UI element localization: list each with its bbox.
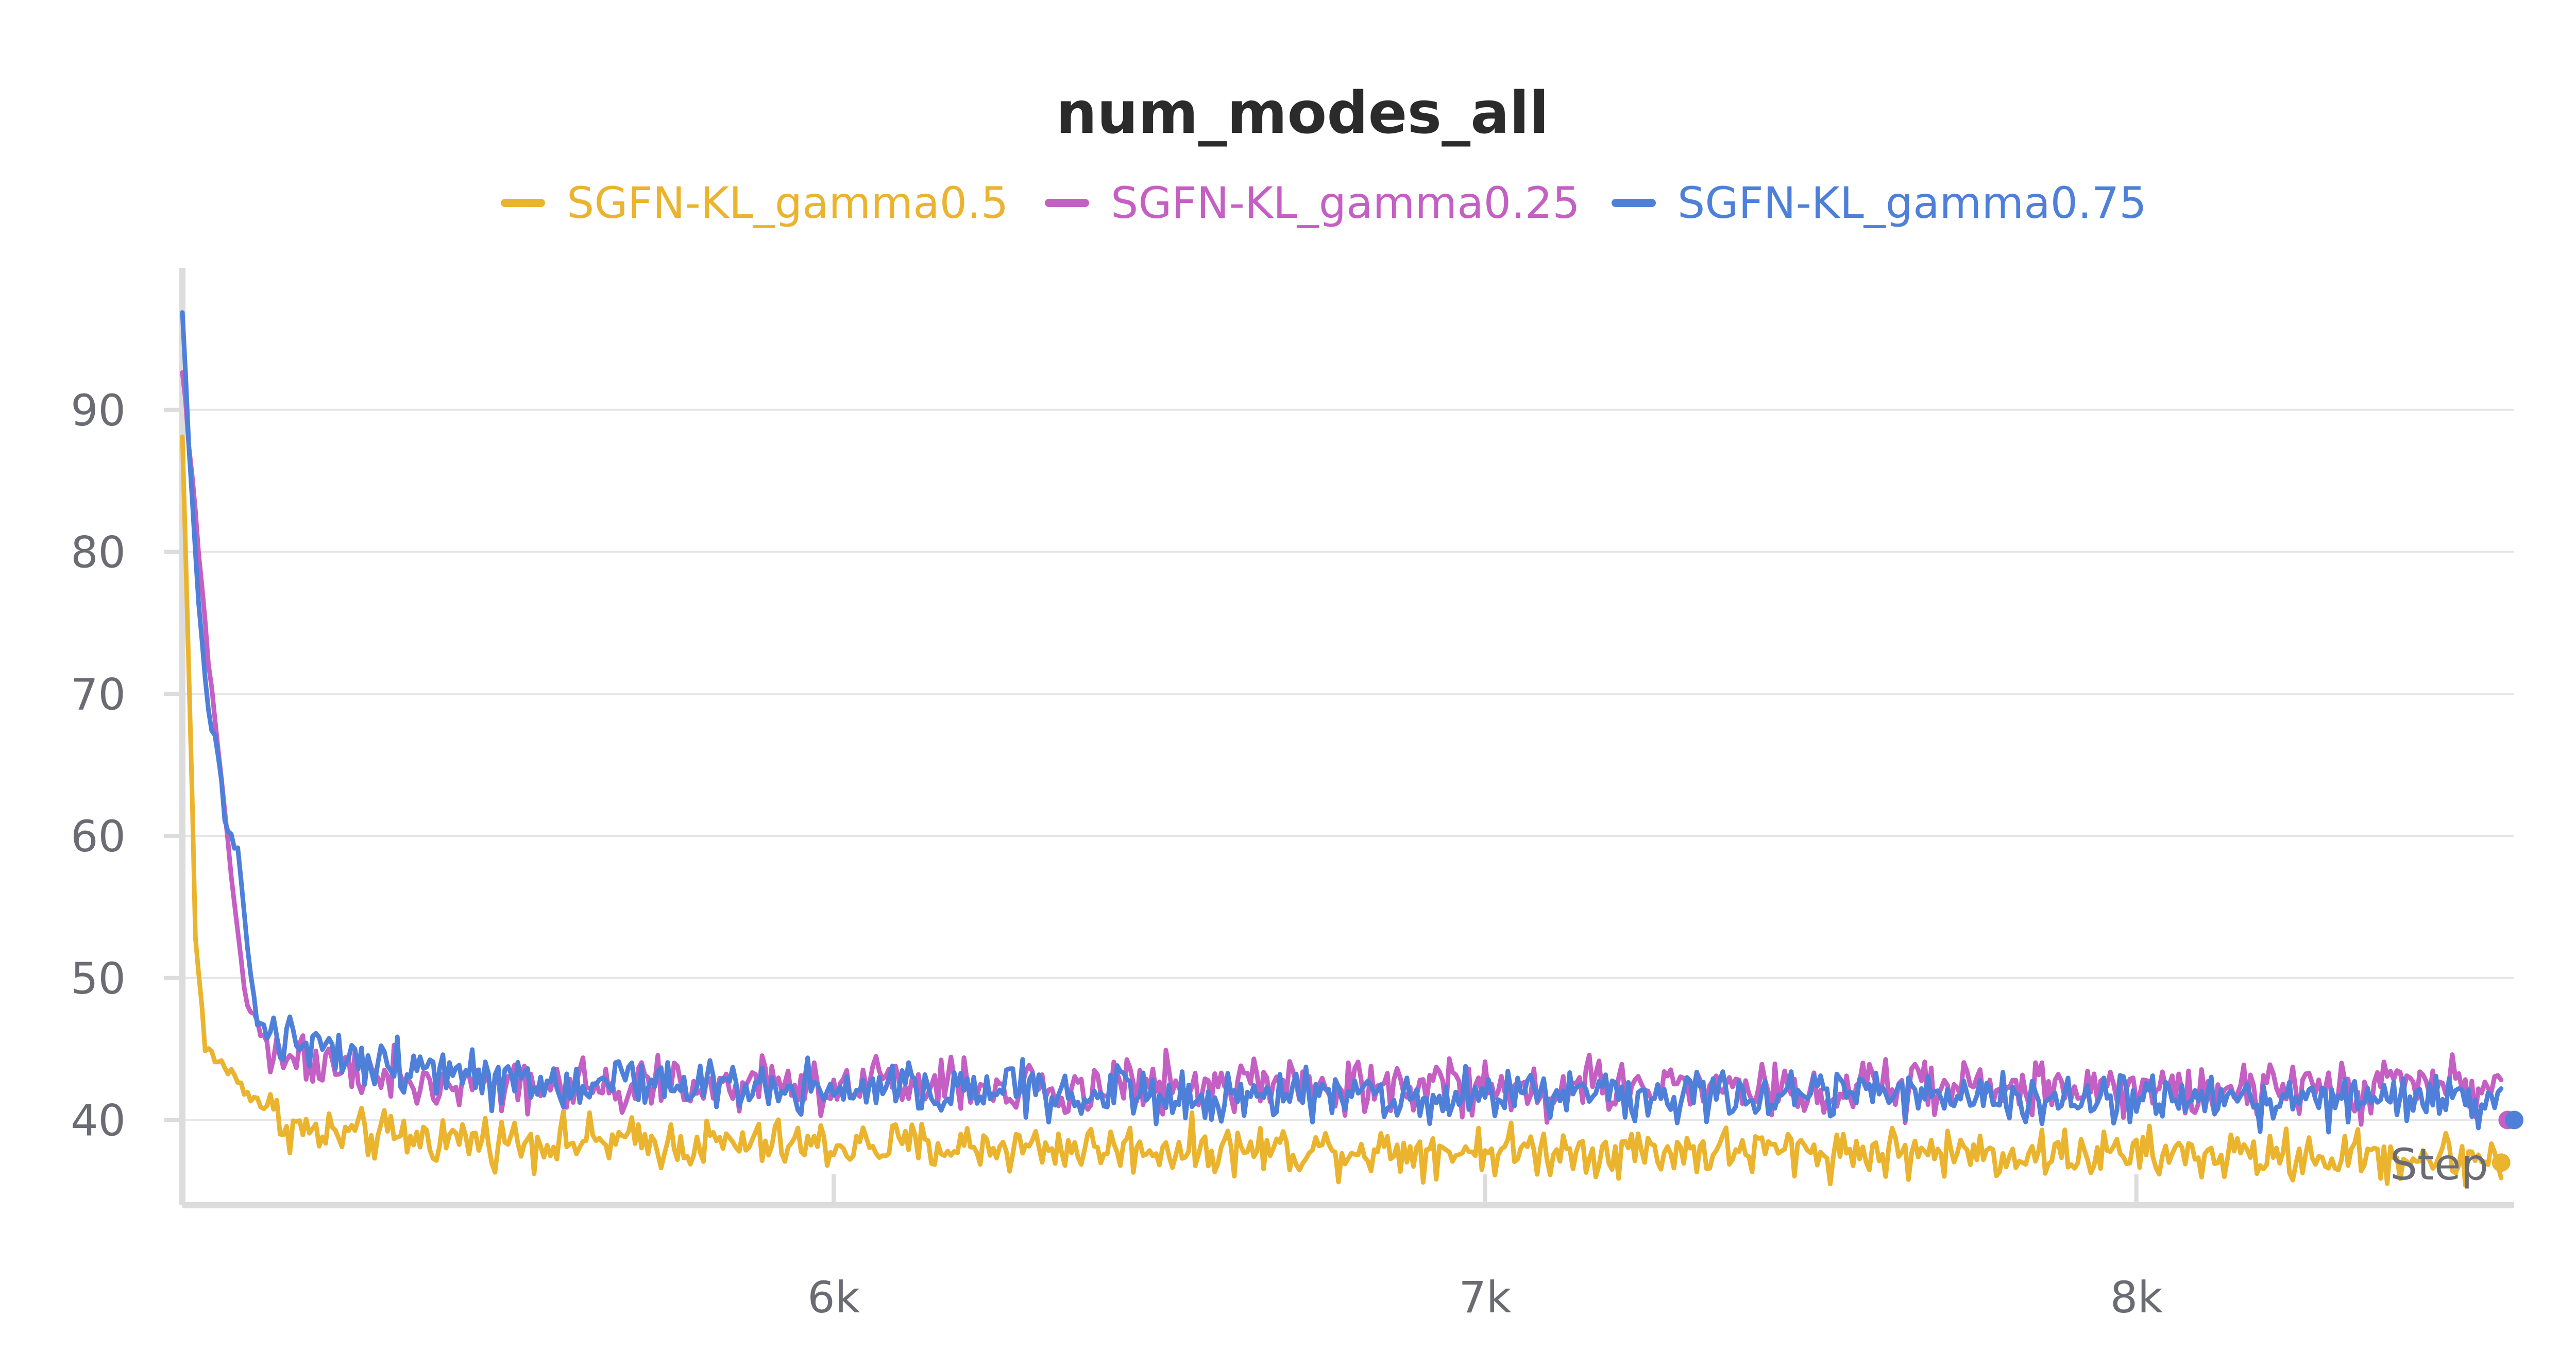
series-line-0 [180,434,2504,1188]
legend-label-1: SGFN-KL_gamma0.25 [1111,178,1580,228]
series-end-point-2 [2505,1110,2523,1130]
y-tick-label-5: 90 [71,385,126,436]
y-tick-label-0: 40 [71,1096,126,1146]
plot-series [180,310,2523,1188]
series-line-2 [180,310,2504,1135]
gridlines [182,408,2514,1121]
x-tick-label-0: 6k [807,1272,860,1323]
x-axis-label: Step [2390,1139,2488,1190]
x-ticks: 6k 7k 8k [807,1174,2163,1323]
chart-title: num_modes_all [1056,80,1549,147]
y-tick-label-1: 50 [71,953,126,1004]
x-tick-label-2: 8k [2110,1272,2163,1323]
y-tick-label-3: 70 [71,669,126,720]
legend-label-0: SGFN-KL_gamma0.5 [567,178,1008,228]
y-tick-label-4: 80 [71,527,126,578]
y-tick-label-2: 60 [71,811,126,862]
x-tick-label-1: 7k [1459,1272,1511,1323]
series-end-point-0 [2492,1153,2511,1172]
y-ticks: 40 50 60 70 80 90 [71,385,182,1146]
axes [179,268,2514,1208]
legend-item-0[interactable]: SGFN-KL_gamma0.5 [501,178,1008,228]
legend: SGFN-KL_gamma0.5 SGFN-KL_gamma0.25 SGFN-… [501,178,2147,228]
legend-label-2: SGFN-KL_gamma0.75 [1677,178,2147,228]
legend-item-1[interactable]: SGFN-KL_gamma0.25 [1045,178,1580,228]
legend-item-2[interactable]: SGFN-KL_gamma0.75 [1612,178,2147,228]
series-line-1 [180,370,2504,1127]
